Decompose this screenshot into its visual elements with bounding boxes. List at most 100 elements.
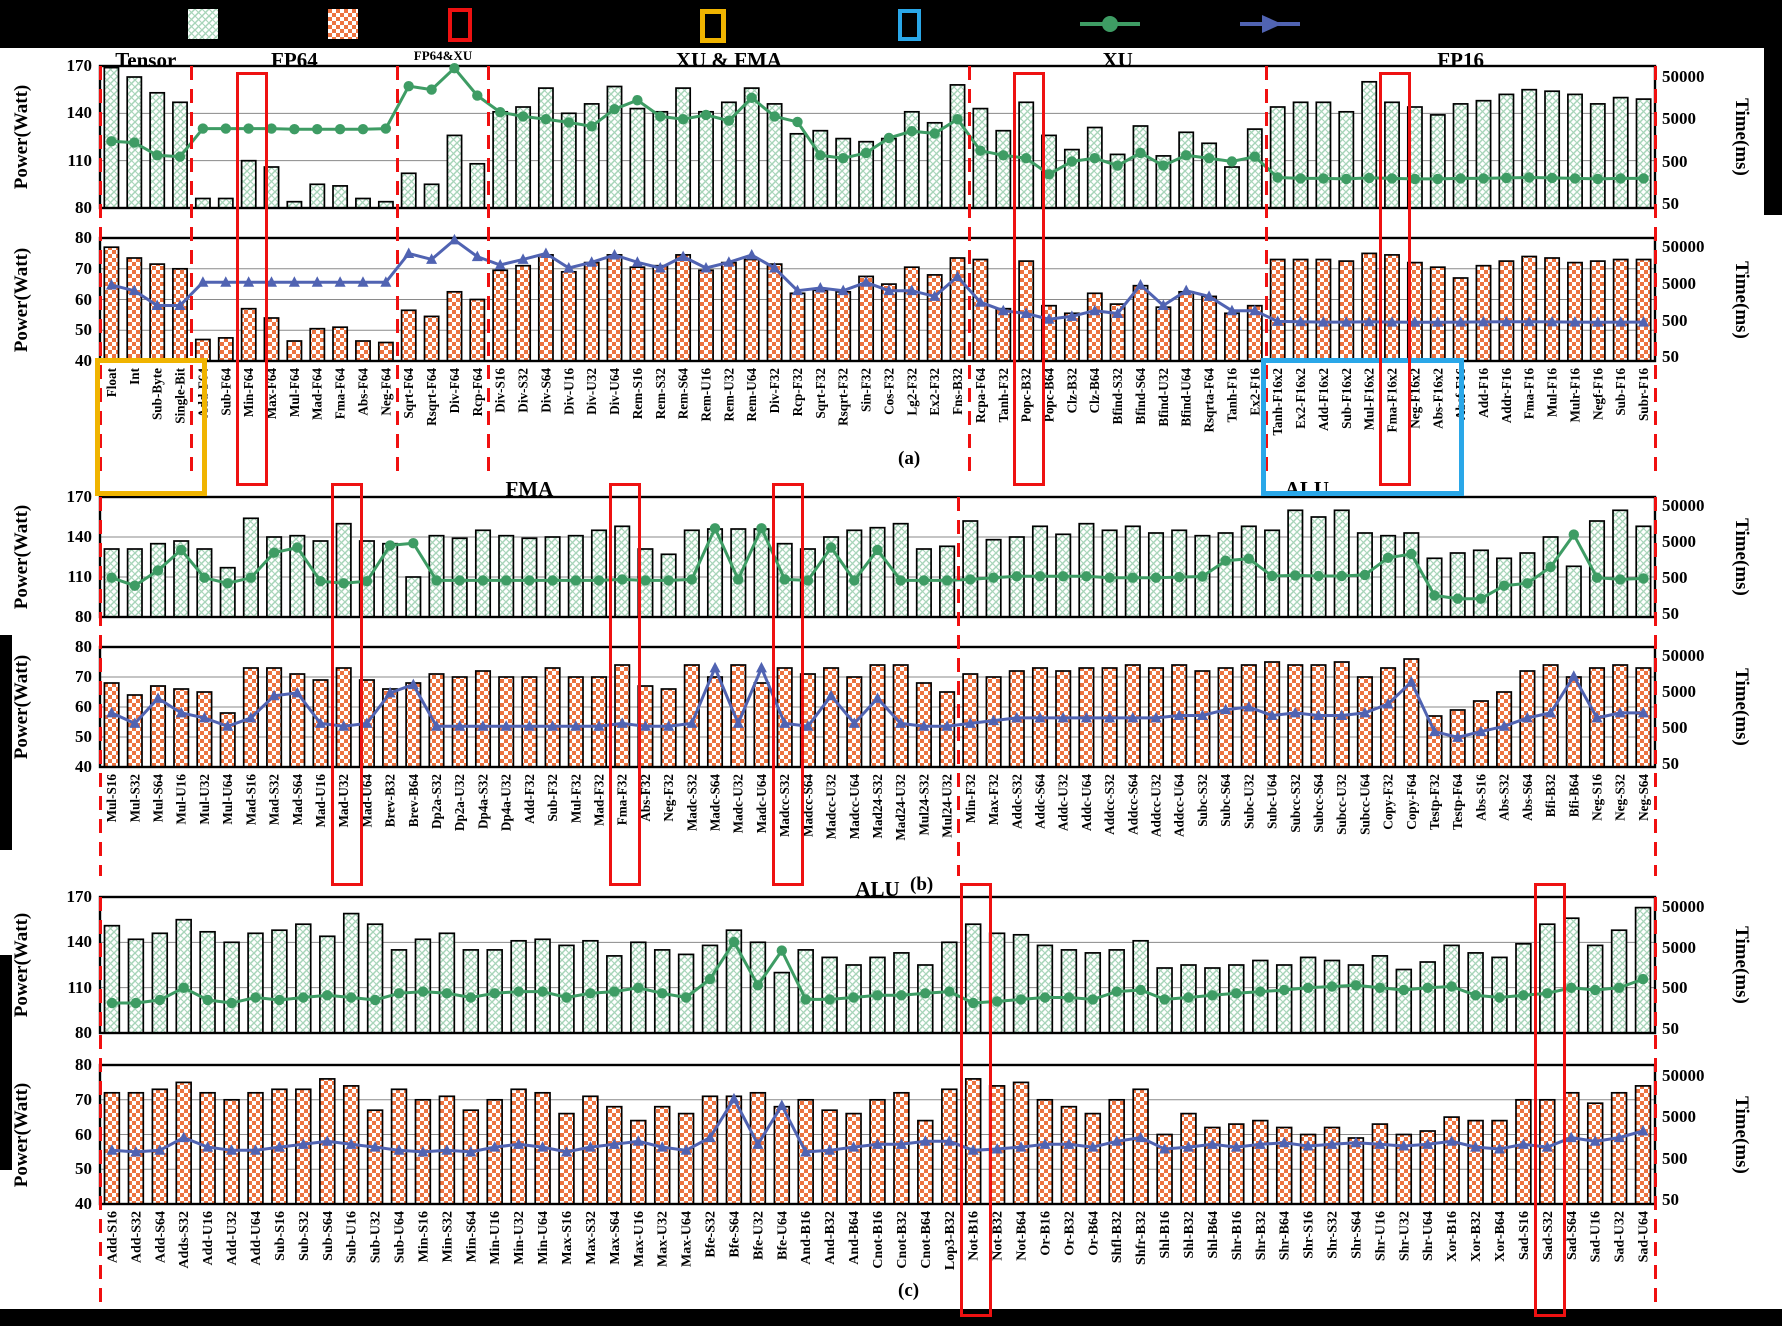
time-marker-circle [1501, 172, 1512, 184]
time-marker-circle [657, 988, 668, 999]
section-title-FP64: FP64 [271, 48, 318, 72]
x-label: Sub-U32 [369, 1211, 384, 1263]
time-marker-circle [1422, 982, 1433, 993]
x-label: Sad-U32 [1613, 1211, 1628, 1262]
x-label: Copy-F64 [1404, 774, 1419, 830]
time-marker-triangle [1011, 711, 1023, 723]
time-marker-circle [489, 988, 500, 999]
time-marker-circle [746, 92, 757, 103]
x-label: Lop3-B32 [943, 1211, 958, 1270]
power-bar [880, 283, 897, 362]
x-label: Neg-S64 [1636, 774, 1651, 821]
power-tick: 40 [75, 1194, 92, 1213]
time-marker-triangle [489, 1141, 501, 1152]
x-label: Mul-F16x2 [1362, 368, 1377, 431]
x-label: Min-S64 [464, 1211, 479, 1262]
section-title-FP64XU: FP64&XU [413, 48, 473, 63]
x-label: Brev-B32 [383, 774, 398, 828]
power-bar [469, 162, 486, 209]
power-bar [995, 307, 1012, 362]
time-marker-circle [1568, 529, 1580, 540]
x-label: Rcp-F64 [470, 368, 485, 417]
time-marker-triangle [1637, 1125, 1649, 1136]
time-marker-triangle [561, 1145, 572, 1157]
time-tick: 5000 [1662, 531, 1696, 551]
time-marker-circle [199, 572, 210, 583]
time-marker-triangle [273, 1141, 285, 1152]
power-bar [1452, 103, 1469, 209]
power-bar [1589, 103, 1606, 209]
time-marker-triangle [919, 1135, 931, 1146]
power-bar [1472, 549, 1489, 618]
time-marker-circle [1566, 982, 1577, 993]
power-bar [309, 183, 326, 209]
time-marker-circle [1150, 572, 1162, 583]
power-tick: 60 [75, 697, 92, 716]
time-marker-circle [752, 980, 764, 991]
a-x-labels: Float Int Sub-Byte Single-Bit Add-F64 Sub-F64… [104, 367, 1651, 435]
power-tick: 140 [66, 103, 93, 123]
x-label: Mad24-U32 [893, 774, 908, 841]
time-marker-triangle [1546, 315, 1558, 327]
power-bar [773, 1105, 791, 1205]
time-marker-triangle [547, 720, 559, 731]
time-marker-triangle [1063, 1138, 1075, 1149]
time-marker-circle [609, 104, 620, 115]
time-marker-circle [1081, 571, 1092, 582]
x-label: Shr-S16 [1302, 1211, 1317, 1259]
power-bar [1565, 676, 1582, 768]
x-label: Add-S16 [106, 1211, 121, 1263]
power-bar [698, 110, 714, 209]
time-marker-circle [1243, 553, 1255, 564]
x-label: Subcc-S32 [1288, 774, 1303, 833]
power-bar [917, 964, 934, 1034]
time-marker-triangle [1317, 316, 1329, 327]
time-marker-circle [154, 994, 165, 1006]
power-bar [175, 1081, 192, 1205]
time-marker-triangle [1180, 284, 1192, 296]
time-marker-circle [800, 994, 811, 1005]
section-divider-dashed [395, 66, 399, 476]
time-marker-circle [1569, 173, 1581, 184]
time-marker-circle [245, 572, 257, 583]
time-marker-triangle [584, 1141, 596, 1152]
x-label: And-B16 [799, 1211, 814, 1265]
power-bar [1380, 667, 1397, 768]
power-bar [1323, 959, 1341, 1034]
time-marker-triangle [1498, 720, 1510, 731]
power-bar [1333, 509, 1350, 618]
power-bar [698, 269, 714, 362]
x-label: Rsqrt-F32 [836, 368, 851, 426]
time-marker-circle [174, 151, 186, 162]
time-marker-triangle [1422, 1138, 1434, 1149]
time-marker-triangle [243, 276, 255, 287]
power-bar [706, 676, 724, 768]
time-marker-circle [848, 992, 859, 1003]
time-marker-circle [824, 994, 835, 1005]
highlight-box-Popc-B32 [1013, 72, 1046, 486]
time-marker-triangle [537, 1141, 549, 1152]
time-marker-triangle [454, 720, 466, 731]
time-marker-triangle [441, 1144, 453, 1155]
time-marker-circle [1409, 173, 1421, 185]
time-tick: 50 [1662, 1019, 1679, 1039]
highlight-box-Sad-S32 [1534, 883, 1567, 1317]
x-label: Abs-S16 [1473, 774, 1488, 821]
time-marker-triangle [1057, 711, 1069, 723]
power-bar [1347, 964, 1365, 1034]
power-bar [1086, 126, 1103, 209]
power-bar [414, 938, 432, 1034]
x-label: Fma-F32 [615, 774, 630, 826]
x-label: Sub-Byte [150, 368, 165, 420]
time-marker-triangle [1196, 709, 1208, 720]
time-marker-circle [779, 574, 790, 585]
time-marker-circle [357, 124, 369, 135]
power-bar [295, 923, 312, 1034]
x-label: Sub-S64 [321, 1211, 336, 1261]
x-label: Addc-U64 [1079, 774, 1094, 832]
time-marker-triangle [755, 661, 767, 673]
section-divider-dashed [957, 497, 961, 876]
time-marker-circle [920, 988, 931, 999]
time-tick: 500 [1662, 151, 1688, 171]
time-marker-circle [1432, 173, 1444, 185]
